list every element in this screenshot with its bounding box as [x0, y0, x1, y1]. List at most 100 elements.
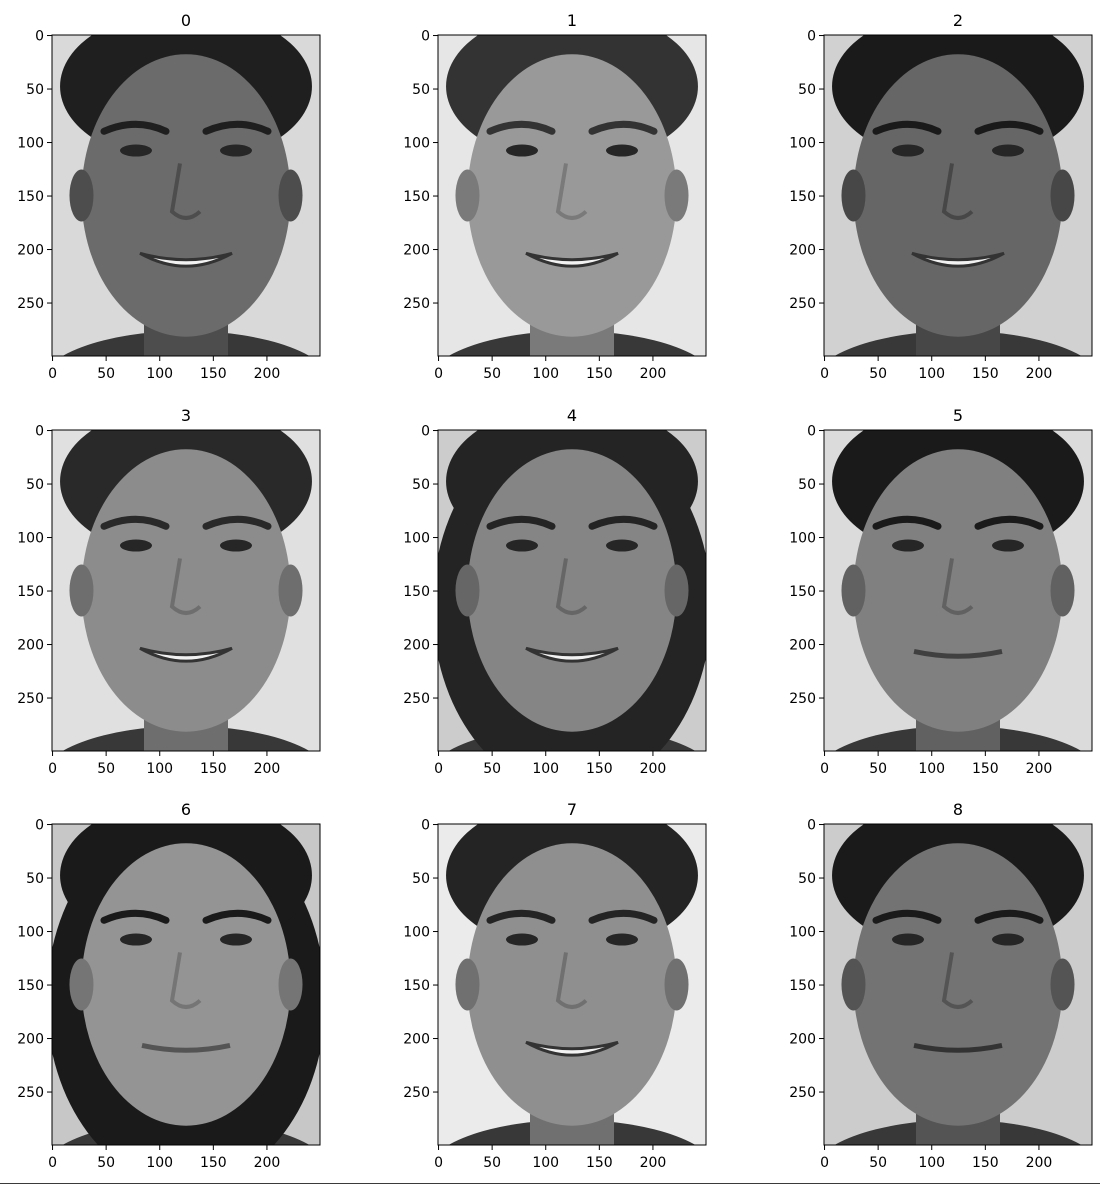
- mouth: [525, 1040, 619, 1057]
- ear-right: [664, 169, 689, 222]
- panel-3: 3 0 50 100 150 200 0 50 100 150 200 250: [17, 406, 321, 777]
- axes-frame: [51, 34, 321, 357]
- y-tick-label: 150: [403, 584, 430, 600]
- panel-title: 1: [567, 11, 577, 30]
- axes-frame: [51, 823, 321, 1146]
- y-tick-label: 250: [17, 691, 44, 707]
- y-tick-label: 100: [789, 531, 816, 547]
- eyebrow-right: [202, 515, 272, 530]
- panel-title: 2: [953, 11, 963, 30]
- x-tick-label: 100: [918, 1155, 945, 1171]
- ear-right: [1050, 169, 1075, 222]
- x-tick-label: 0: [434, 366, 443, 382]
- y-tick-label: 50: [412, 82, 430, 98]
- y-tick-label: 200: [17, 243, 44, 259]
- mouth: [139, 251, 233, 268]
- y-tick-label: 50: [798, 82, 816, 98]
- y-tick-label: 200: [789, 1032, 816, 1048]
- x-tick-label: 100: [532, 761, 559, 777]
- face-image: [52, 430, 320, 751]
- y-tick-label: 150: [17, 584, 44, 600]
- ear-right: [278, 564, 303, 617]
- eyebrow-left: [872, 515, 942, 530]
- panel-title: 8: [953, 800, 963, 819]
- x-tick-label: 100: [146, 1155, 173, 1171]
- panel-title: 0: [181, 11, 191, 30]
- y-tick-label: 250: [17, 1085, 44, 1101]
- eyebrow-left: [872, 120, 942, 135]
- y-tick-label: 0: [807, 29, 816, 45]
- ear-right: [664, 958, 689, 1011]
- ear-left: [69, 958, 94, 1011]
- ear-right: [278, 169, 303, 222]
- y-tick-label: 50: [26, 82, 44, 98]
- eye-right: [992, 933, 1024, 946]
- y-tick-label: 150: [789, 584, 816, 600]
- face: [81, 449, 291, 732]
- eyebrow-right: [588, 120, 658, 135]
- face-image: [52, 35, 320, 356]
- y-tick-label: 250: [789, 1085, 816, 1101]
- x-tick-label: 0: [434, 761, 443, 777]
- panel-6: 6 0 50 100 150 200 0 50 100 150 200 250: [17, 800, 321, 1171]
- y-tick-label: 200: [403, 1032, 430, 1048]
- x-tick-label: 50: [869, 1155, 887, 1171]
- eye-left: [506, 144, 538, 157]
- y-tick-label: 200: [17, 638, 44, 654]
- eye-left: [506, 933, 538, 946]
- y-tick-label: 50: [26, 477, 44, 493]
- ear-left: [455, 958, 480, 1011]
- y-tick-label: 200: [789, 243, 816, 259]
- y-tick-label: 100: [403, 925, 430, 941]
- x-tick-label: 50: [97, 366, 115, 382]
- x-tick-label: 50: [483, 761, 501, 777]
- y-tick-label: 200: [403, 243, 430, 259]
- x-tick-label: 0: [48, 761, 57, 777]
- nose: [941, 163, 974, 220]
- eye-right: [992, 144, 1024, 157]
- eyebrow-left: [100, 120, 170, 135]
- x-tick-label: 100: [146, 366, 173, 382]
- eyebrow-right: [974, 909, 1044, 924]
- x-tick-label: 150: [972, 366, 999, 382]
- panel-4: 4 0 50 100 150 200 0 50 100 150 200 250: [403, 406, 707, 777]
- nose: [169, 558, 202, 615]
- eye-right: [606, 539, 638, 552]
- face: [467, 449, 677, 732]
- panel-8: 8 0 50 100 150 200 0 50 100 150 200 250: [789, 800, 1093, 1171]
- axes-frame: [51, 429, 321, 752]
- y-tick-label: 150: [403, 189, 430, 205]
- y-tick-label: 0: [807, 818, 816, 834]
- x-tick-label: 0: [434, 1155, 443, 1171]
- y-tick-label: 0: [35, 424, 44, 440]
- y-tick-label: 100: [17, 925, 44, 941]
- x-tick-label: 0: [48, 366, 57, 382]
- eye-right: [220, 144, 252, 157]
- y-tick-label: 200: [789, 638, 816, 654]
- nose: [555, 558, 588, 615]
- y-tick-label: 250: [403, 1085, 430, 1101]
- eyebrow-left: [100, 515, 170, 530]
- y-tick-label: 50: [798, 477, 816, 493]
- x-tick-label: 200: [254, 761, 281, 777]
- axes-frame: [823, 34, 1093, 357]
- x-tick-label: 50: [483, 366, 501, 382]
- x-tick-label: 50: [97, 1155, 115, 1171]
- axes-frame: [823, 823, 1093, 1146]
- eye-right: [992, 539, 1024, 552]
- panel-title: 4: [567, 406, 577, 425]
- face-image: [824, 430, 1092, 751]
- face: [853, 449, 1063, 732]
- x-tick-label: 200: [640, 761, 667, 777]
- x-tick-label: 150: [972, 1155, 999, 1171]
- eyebrow-right: [202, 120, 272, 135]
- x-tick-label: 50: [483, 1155, 501, 1171]
- y-tick-label: 250: [403, 296, 430, 312]
- eyebrow-right: [974, 515, 1044, 530]
- x-tick-label: 150: [200, 366, 227, 382]
- x-tick-label: 0: [820, 366, 829, 382]
- x-tick-label: 0: [820, 761, 829, 777]
- mouth: [525, 251, 619, 268]
- y-tick-label: 0: [807, 424, 816, 440]
